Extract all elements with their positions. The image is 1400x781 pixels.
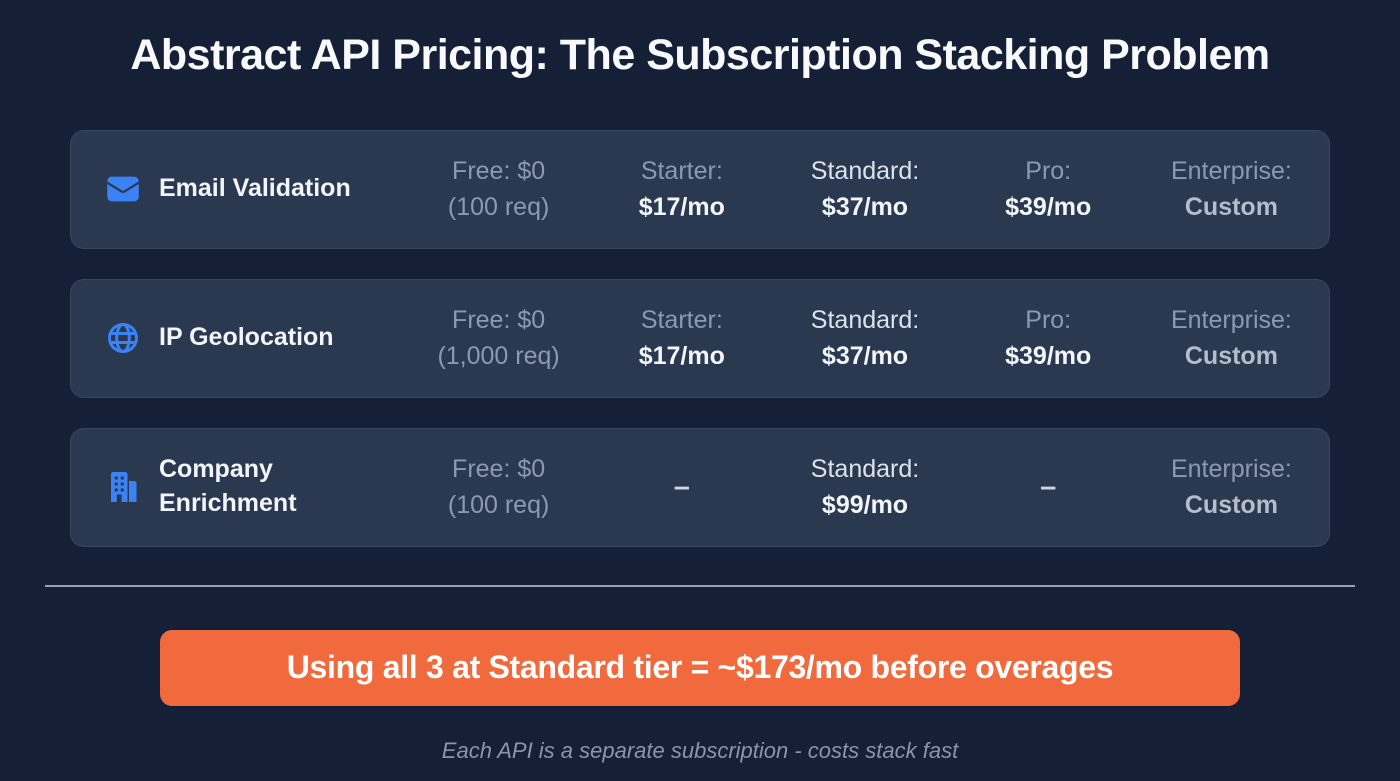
- price-cell-starter: Starter: $17/mo: [590, 153, 773, 226]
- price-cell-free: Free: $0 (100 req): [407, 153, 590, 226]
- tier-value: Custom: [1184, 491, 1278, 520]
- pricing-row-company-enrichment: Company Enrichment Free: $0 (100 req) – …: [70, 427, 1330, 547]
- price-cell-pro: Pro: $39/mo: [957, 153, 1140, 226]
- tier-label: Standard:: [810, 454, 920, 483]
- tier-value: (100 req): [447, 193, 550, 222]
- service-cell: Email Validation: [77, 171, 407, 207]
- tier-value: Custom: [1184, 342, 1278, 371]
- tier-value: $99/mo: [821, 491, 909, 520]
- service-name: IP Geolocation: [159, 323, 334, 352]
- service-cell: IP Geolocation: [77, 320, 407, 356]
- price-cell-free: Free: $0 (100 req): [407, 451, 590, 524]
- tier-value: $17/mo: [638, 342, 725, 371]
- page-title: Abstract API Pricing: The Subscription S…: [130, 31, 1270, 79]
- tier-label: Pro:: [1025, 156, 1072, 185]
- tier-value: $39/mo: [1005, 342, 1092, 371]
- tier-value: $39/mo: [1005, 193, 1092, 222]
- tier-label: Standard:: [810, 156, 920, 185]
- tier-label: Enterprise:: [1170, 305, 1292, 334]
- cost-callout-text: Using all 3 at Standard tier = ~$173/mo …: [286, 649, 1114, 686]
- envelope-icon: [105, 171, 141, 207]
- price-cell-starter: Starter: $17/mo: [590, 302, 773, 375]
- service-name: Company Enrichment: [159, 455, 297, 518]
- cost-callout-banner: Using all 3 at Standard tier = ~$173/mo …: [160, 629, 1240, 706]
- service-name: Email Validation: [159, 174, 351, 203]
- tier-label: Starter:: [640, 156, 723, 185]
- building-icon: [105, 469, 141, 505]
- tier-value: $17/mo: [638, 193, 725, 222]
- pricing-row-email-validation: Email Validation Free: $0 (100 req) Star…: [70, 129, 1330, 249]
- price-cell-pro: –: [957, 466, 1140, 508]
- price-cell-enterprise: Enterprise: Custom: [1140, 302, 1323, 375]
- tier-label: Free: $0: [452, 454, 546, 483]
- tier-label: Starter:: [640, 305, 723, 334]
- price-cell-free: Free: $0 (1,000 req): [407, 302, 590, 375]
- tier-label: Pro:: [1025, 305, 1072, 334]
- pricing-table: Email Validation Free: $0 (100 req) Star…: [70, 129, 1330, 547]
- divider: [45, 584, 1355, 587]
- service-cell: Company Enrichment: [77, 453, 407, 521]
- no-tier-dash: –: [673, 471, 690, 504]
- no-tier-dash: –: [1040, 471, 1057, 504]
- price-cell-standard: Standard: $99/mo: [773, 451, 956, 524]
- tier-label: Enterprise:: [1170, 454, 1292, 483]
- tier-value: $37/mo: [821, 193, 909, 222]
- price-cell-standard: Standard: $37/mo: [773, 153, 956, 226]
- footnote: Each API is a separate subscription - co…: [441, 737, 959, 763]
- tier-label: Free: $0: [452, 305, 546, 334]
- price-cell-starter: –: [590, 466, 773, 508]
- price-cell-pro: Pro: $39/mo: [957, 302, 1140, 375]
- price-cell-enterprise: Enterprise: Custom: [1140, 153, 1323, 226]
- tier-label: Standard:: [810, 305, 920, 334]
- pricing-row-ip-geolocation: IP Geolocation Free: $0 (1,000 req) Star…: [70, 278, 1330, 398]
- tier-label: Free: $0: [452, 156, 546, 185]
- price-cell-standard: Standard: $37/mo: [773, 302, 956, 375]
- tier-label: Enterprise:: [1170, 156, 1292, 185]
- tier-value: (1,000 req): [437, 342, 560, 371]
- globe-icon: [105, 320, 141, 356]
- tier-value: (100 req): [447, 491, 550, 520]
- price-cell-enterprise: Enterprise: Custom: [1140, 451, 1323, 524]
- tier-value: Custom: [1184, 193, 1278, 222]
- tier-value: $37/mo: [821, 342, 909, 371]
